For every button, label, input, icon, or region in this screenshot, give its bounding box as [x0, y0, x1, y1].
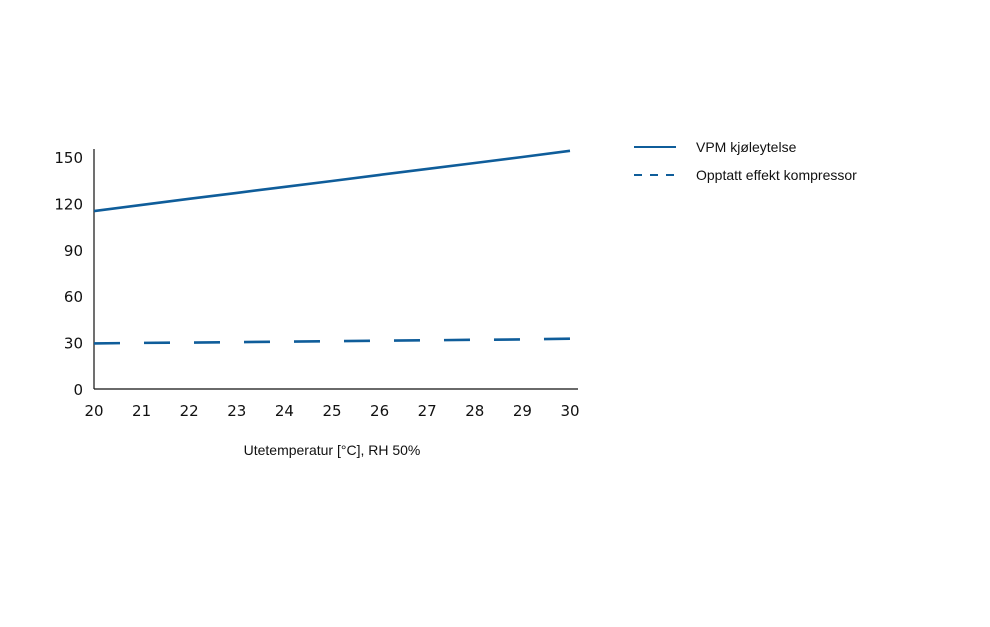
- x-tick-label: 25: [322, 402, 341, 420]
- x-tick-label: 27: [418, 402, 437, 420]
- chart-axes: [93, 149, 578, 390]
- x-tick-label: 22: [180, 402, 199, 420]
- x-axis-title: Utetemperatur [°C], RH 50%: [244, 442, 421, 458]
- y-tick-label: 30: [64, 335, 83, 353]
- chart-series: [93, 149, 571, 345]
- series-line-solid: [93, 149, 571, 213]
- legend-label: VPM kjøleytelse: [696, 139, 797, 155]
- legend-label: Opptatt effekt kompressor: [696, 167, 857, 183]
- x-axis-ticks: 20 21 22 23 24 25 26 27 28 29 30: [84, 402, 579, 420]
- x-tick-label: 23: [227, 402, 246, 420]
- x-tick-label: 21: [132, 402, 151, 420]
- y-tick-label: 90: [64, 242, 83, 260]
- x-tick-label: 29: [513, 402, 532, 420]
- y-tick-label: 120: [54, 195, 83, 213]
- y-tick-label: 60: [64, 288, 83, 306]
- x-tick-label: 20: [84, 402, 103, 420]
- x-tick-label: 30: [560, 402, 579, 420]
- x-tick-label: 26: [370, 402, 389, 420]
- chart-legend: VPM kjøleytelse Opptatt effekt kompressor: [634, 139, 857, 183]
- y-tick-label: 150: [54, 149, 83, 167]
- y-tick-label: 0: [73, 381, 83, 399]
- x-tick-label: 24: [275, 402, 294, 420]
- x-tick-label: 28: [465, 402, 484, 420]
- y-axis-ticks: 0 30 60 90 120 150: [54, 149, 83, 399]
- series-line-dashed: [93, 337, 571, 345]
